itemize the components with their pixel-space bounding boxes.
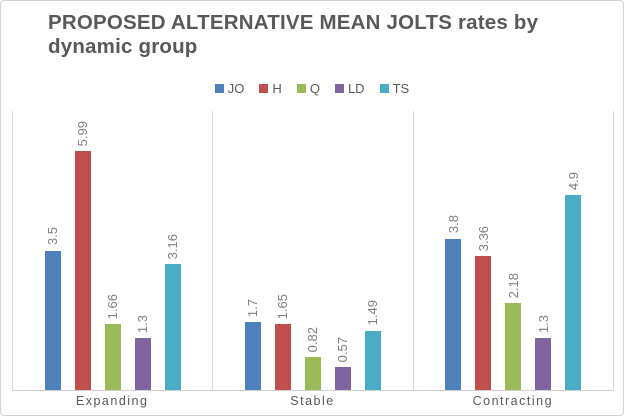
bar-column: 1.3 [535,111,552,390]
bar-value-label: 3.16 [165,233,181,260]
category-label-stable: Stable [290,394,335,408]
bar-value-label: 1.49 [365,300,381,326]
bar-value-label: 1.7 [245,299,261,318]
bar-value-label: 3.36 [475,225,491,252]
legend-item-q: Q [296,81,320,96]
bar-ld-stable [334,367,351,390]
category-panel-contracting: 3.8 3.36 2.18 1.3 4.9 [412,111,613,390]
legend-swatch-icon [259,84,269,93]
bar-q-expanding [104,323,121,390]
bar-ts-stable [364,330,381,390]
legend-swatch-icon [334,84,344,93]
legend-item-jo: JO [214,81,245,96]
category-panel-expanding: 3.5 5.99 1.66 1.3 3.16 [12,111,212,390]
category-panel-stable: 1.7 1.65 0.82 0.57 1.49 [212,111,412,390]
bar-column: 4.9 [565,111,582,390]
bar-ts-contracting [565,194,582,390]
bar-value-label: 1.3 [535,315,551,334]
bar-h-contracting [475,256,492,390]
legend-item-ld: LD [334,81,365,96]
bar-q-stable [304,357,321,390]
bar-column: 1.65 [274,111,291,390]
bar-value-label: 0.82 [305,327,321,353]
bar-value-label: 1.3 [135,315,151,334]
bar-value-label: 2.18 [505,272,521,299]
bar-ld-expanding [134,338,151,390]
bar-value-label: 4.9 [565,171,581,190]
bar-column: 3.5 [44,111,61,390]
bar-value-label: 5.99 [75,121,91,147]
bar-column: 0.57 [334,111,351,390]
category-label-contracting: Contracting [472,394,554,408]
bar-column: 3.8 [445,111,462,390]
legend-label: Q [309,81,320,96]
bar-column: 5.99 [74,111,91,390]
bar-jo-contracting [445,238,462,390]
bar-column: 2.18 [505,111,522,390]
legend-swatch-icon [214,84,224,93]
legend-label: JO [227,81,245,96]
bar-column: 1.66 [104,111,121,390]
legend-swatch-icon [379,84,389,93]
bar-column: 3.16 [164,111,181,390]
legend-swatch-icon [296,84,306,93]
bar-column: 3.36 [475,111,492,390]
bar-value-label: 0.57 [335,337,351,363]
bar-column: 1.3 [134,111,151,390]
bar-column: 1.7 [244,111,261,390]
bar-ts-expanding [164,264,181,390]
bar-h-stable [274,324,291,390]
bar-column: 1.49 [364,111,381,390]
legend-label: H [272,81,282,96]
bar-value-label: 3.8 [445,215,461,234]
bar-h-expanding [74,151,91,390]
bar-value-label: 3.5 [45,227,61,246]
chart-title: PROPOSED ALTERNATIVE MEAN JOLTS rates by… [48,11,539,59]
legend-label: TS [392,81,410,96]
legend-item-ts: TS [379,81,410,96]
bar-value-label: 1.66 [105,293,121,319]
bar-value-label: 1.65 [275,293,291,320]
bar-q-contracting [505,303,522,390]
bar-jo-stable [244,322,261,390]
legend-item-h: H [259,81,282,96]
bar-column: 0.82 [304,111,321,390]
category-axis: Expanding Stable Contracting [12,394,613,408]
legend-label: LD [347,81,365,96]
bar-jo-expanding [44,250,61,390]
bar-ld-contracting [535,338,552,390]
legend: JO H Q LD TS [1,81,623,96]
plot-area: 3.5 5.99 1.66 1.3 3.16 1.7 1.65 0.82 0.57 1.49 3.8… [12,111,614,391]
category-label-expanding: Expanding [75,394,149,408]
